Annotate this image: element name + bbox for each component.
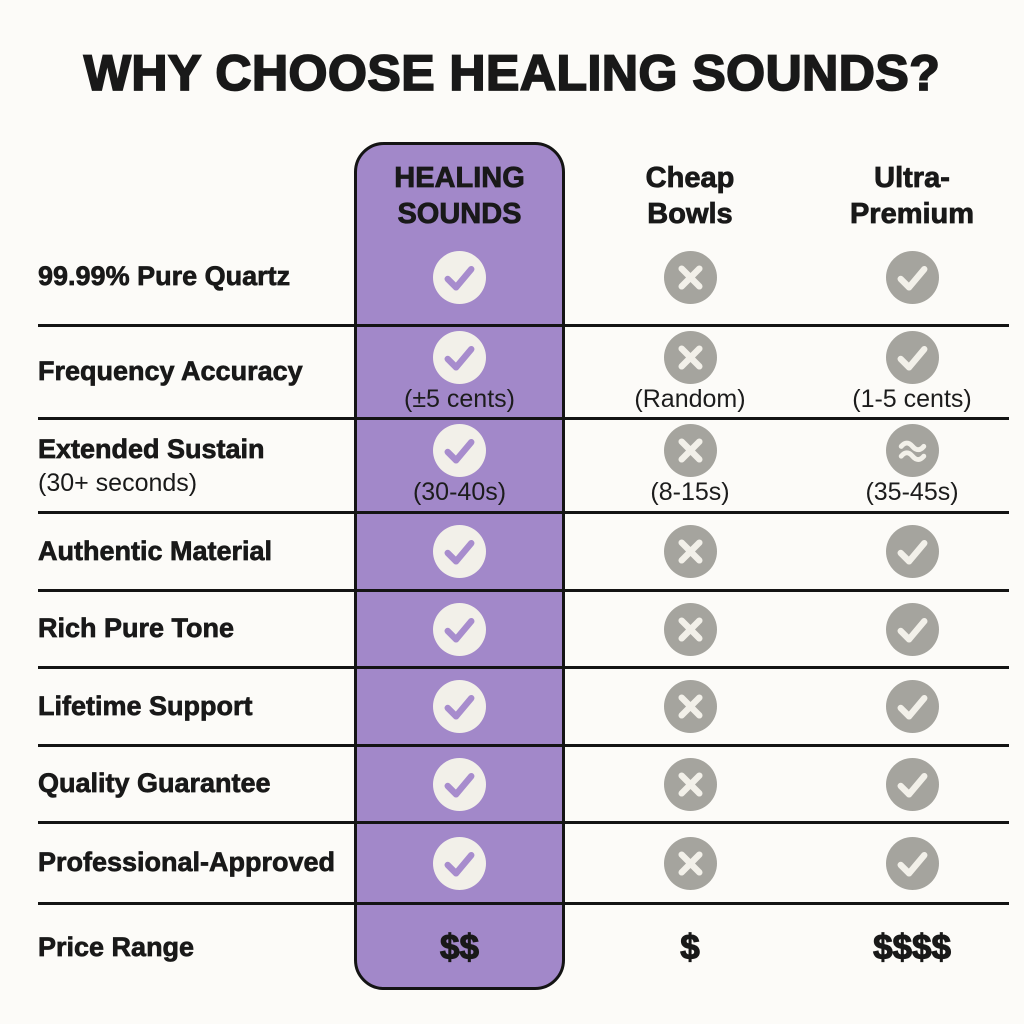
feature-label-text: Extended Sustain [38,433,265,464]
table-row: Lifetime Support [38,669,1009,747]
table-row: 99.99% Pure Quartz [38,230,1009,327]
column-header-cheap-bowls: Cheap Bowls [645,161,735,230]
cell-cheap-bowls: (8-15s) [565,420,815,511]
column-header-healing-sounds: HEALING SOUNDS [394,161,525,230]
check-icon [433,250,486,304]
check-icon [433,424,486,478]
table-row: Rich Pure Tone [38,592,1009,669]
cell-healing-sounds: (±5 cents) [354,327,565,417]
feature-label-text: Price Range [38,931,195,963]
cell-healing-sounds: (30-40s) [354,420,565,511]
table-row: Professional-Approved [38,824,1009,905]
feature-label-text: Authentic Material [38,535,273,567]
feature-label-text: 99.99% Pure Quartz [38,261,291,292]
check-icon [433,602,486,656]
check-icon [885,330,939,384]
check-icon [433,330,486,384]
cell-ultra-premium [815,230,1009,324]
cell-cheap-bowls [565,592,815,666]
page-title: WHY CHOOSE HEALING SOUNDS? [83,44,941,102]
approx-icon [885,424,939,478]
cell-ultra-premium: (1-5 cents) [815,327,1009,417]
cross-icon [663,525,717,578]
cross-icon [663,836,717,890]
cross-icon [663,424,717,478]
cell-note: (±5 cents) [404,384,515,413]
check-icon [433,836,486,890]
cell-ultra-premium: (35-45s) [815,420,1009,511]
cell-healing-sounds [354,514,565,589]
cell-note: (Random) [634,384,746,413]
price-value: $ [680,927,701,967]
cell-cheap-bowls: $ [565,905,815,990]
table-row: Extended Sustain (30+ seconds) (30-40s) (8-… [38,420,1009,514]
price-value: $$$$ [872,927,951,967]
cell-ultra-premium [815,514,1009,589]
feature-label-text: Rich Pure Tone [38,613,235,644]
cell-ultra-premium: $$$$ [815,905,1009,990]
comparison-table: 99.99% Pure Quartz Frequency Accuracy (±5 … [38,230,1009,990]
cell-cheap-bowls [565,514,815,589]
cell-healing-sounds [354,824,565,902]
cell-ultra-premium [815,669,1009,744]
feature-label: 99.99% Pure Quartz [38,259,354,294]
column-header-ultra-premium: Ultra- Premium [849,161,975,230]
feature-label: Professional-Approved [38,845,354,880]
feature-label-text: Professional-Approved [38,847,336,878]
header-row: HEALING SOUNDS Cheap Bowls Ultra- Premiu… [38,150,1009,242]
cell-cheap-bowls [565,824,815,902]
feature-label: Extended Sustain (30+ seconds) [38,432,354,500]
table-row: Frequency Accuracy (±5 cents) (Random) (1-5… [38,327,1009,420]
cell-ultra-premium [815,747,1009,821]
cross-icon [663,250,717,304]
cross-icon [663,680,717,733]
feature-label: Price Range [38,930,354,965]
cell-note: (1-5 cents) [852,384,972,413]
cell-cheap-bowls [565,747,815,821]
cross-icon [663,330,717,384]
check-icon [433,525,486,578]
price-value: $$ [439,927,479,967]
cell-cheap-bowls [565,230,815,324]
cell-healing-sounds [354,230,565,324]
cell-healing-sounds [354,669,565,744]
feature-label: Authentic Material [38,534,354,569]
feature-label: Frequency Accuracy [38,354,354,389]
check-icon [885,680,939,733]
check-icon [433,680,486,733]
table-row: Authentic Material [38,514,1009,592]
cell-healing-sounds [354,747,565,821]
check-icon [885,602,939,656]
feature-label: Quality Guarantee [38,766,354,801]
check-icon [885,757,939,811]
check-icon [433,757,486,811]
check-icon [885,525,939,578]
cell-note: (30-40s) [412,478,507,507]
feature-label-text: Quality Guarantee [38,768,271,799]
feature-label-text: Lifetime Support [38,690,253,722]
table-row: Price Range $$ $ $$$$ [38,905,1009,990]
check-icon [885,250,939,304]
check-icon [885,836,939,890]
feature-label: Rich Pure Tone [38,611,354,646]
cell-ultra-premium [815,824,1009,902]
cell-note: (35-45s) [865,478,959,507]
feature-note: (30+ seconds) [38,468,198,497]
cell-healing-sounds [354,592,565,666]
table-row: Quality Guarantee [38,747,1009,824]
cell-note: (8-15s) [650,478,730,507]
feature-label-text: Frequency Accuracy [38,356,303,387]
cell-cheap-bowls: (Random) [565,327,815,417]
cross-icon [663,602,717,656]
feature-label: Lifetime Support [38,689,354,724]
cell-healing-sounds: $$ [354,905,565,990]
cell-ultra-premium [815,592,1009,666]
cell-cheap-bowls [565,669,815,744]
cross-icon [663,757,717,811]
